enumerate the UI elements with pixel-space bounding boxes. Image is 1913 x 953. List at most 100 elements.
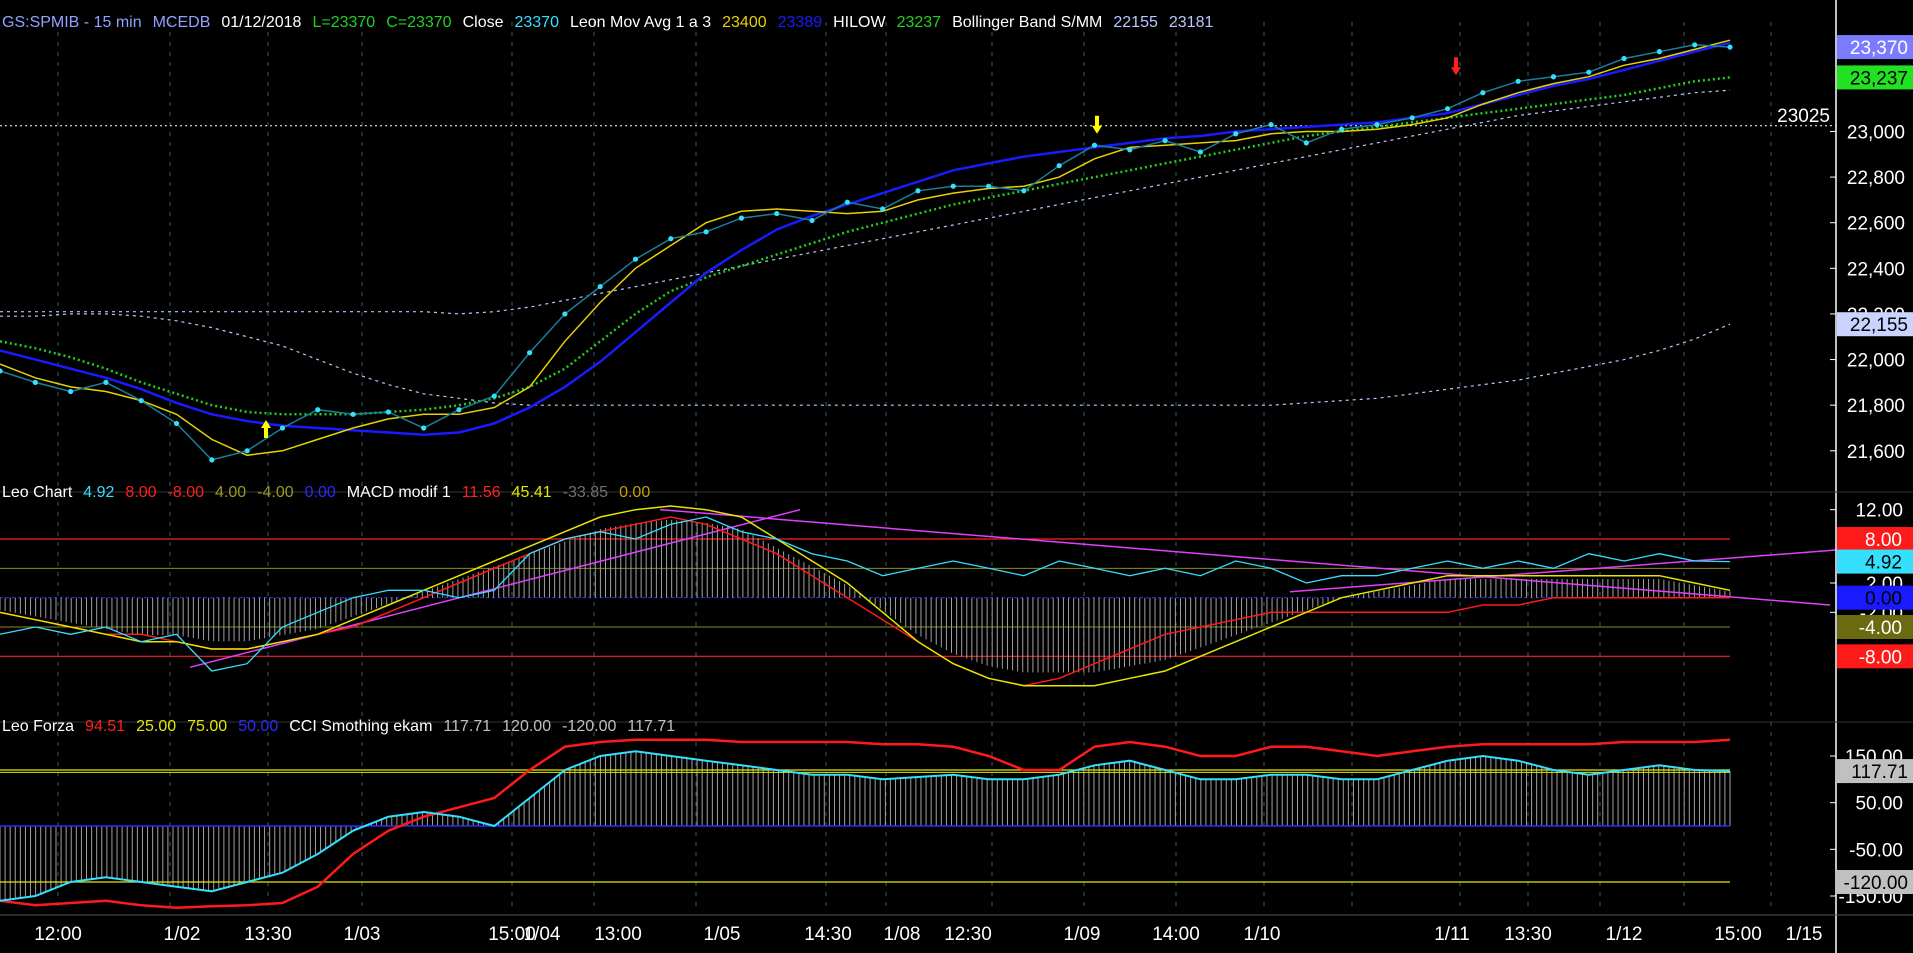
price-value-tag	[1837, 35, 1913, 60]
macd-value-tag-label: -8.00	[1859, 647, 1902, 668]
close-point	[1409, 115, 1415, 121]
close-point	[1656, 49, 1662, 55]
cci-legend-item: 117.71	[443, 718, 491, 735]
close-point	[315, 407, 321, 413]
cci-legend-item: CCI Smothing ekam	[289, 718, 432, 735]
close-point	[244, 448, 250, 454]
close-point	[350, 411, 356, 417]
cci-value-tag	[1837, 870, 1913, 894]
price-panel	[0, 39, 1836, 463]
macd-legend-item: -33.85	[563, 484, 608, 501]
close-point	[1339, 126, 1345, 132]
close-point	[1197, 149, 1204, 155]
trendline	[659, 508, 1831, 606]
macd-legend-item: -4.00	[257, 484, 294, 501]
macd-legend-item: MACD modif 1	[347, 484, 451, 501]
macd-legend-item: 4.92	[83, 484, 114, 501]
trendline	[189, 508, 801, 669]
x-axis-label: 1/02	[164, 924, 201, 945]
price-tick-label: 21,800	[1847, 396, 1905, 417]
close-point	[1621, 55, 1627, 62]
macd-panel	[0, 505, 1837, 687]
close-point	[668, 236, 674, 242]
close-point	[1091, 142, 1098, 148]
x-axis: 12:00 1/02 13:30 1/03 15:001/04 13:00 1/05 14:3…	[34, 924, 1822, 945]
close-point	[597, 283, 603, 290]
close-point	[173, 420, 180, 427]
close-point	[279, 425, 286, 431]
price-legend-item: 23237	[897, 14, 942, 31]
close-point	[1303, 140, 1309, 146]
macd-value-tag-label: 4.92	[1865, 553, 1902, 574]
close-point	[880, 206, 886, 212]
close-point	[421, 425, 427, 431]
macd-legend-item: 11.56	[462, 484, 501, 501]
close-point	[774, 210, 780, 217]
price-legend-item: 22155	[1113, 14, 1158, 31]
x-axis-label: 1/04	[524, 924, 561, 945]
bollinger-lower-line	[0, 313, 1731, 406]
x-axis-label: 1/05	[704, 924, 741, 945]
close-point	[844, 199, 850, 205]
close-point	[985, 183, 992, 189]
price-legend-item: Close	[463, 14, 504, 31]
close-point	[1692, 42, 1698, 48]
chart-legends: GS:SPMIB - 15 min MCEDB 01/12/2018 L=23370 C…	[2, 14, 1213, 735]
sell-signal-arrow-icon	[1451, 57, 1461, 76]
close-point	[103, 379, 109, 385]
macd-value-tag-label: -4.00	[1859, 618, 1902, 639]
macd-value-tag-label: 0.00	[1865, 589, 1902, 610]
close-point	[209, 457, 215, 463]
price-value-tag-label: 23,237	[1850, 68, 1908, 89]
macd-value-tag	[1837, 615, 1913, 639]
close-point	[703, 229, 709, 235]
leo-forza-line	[0, 738, 1731, 909]
price-legend-item: 01/12/2018	[221, 14, 301, 31]
macd-value-tag	[1837, 549, 1913, 574]
price-legend-item: 23400	[722, 14, 767, 31]
close-point	[526, 350, 533, 356]
price-tick-label: 23,000	[1847, 122, 1905, 143]
price-legend-item: C=23370	[386, 14, 451, 31]
macd-legend-item: 45.41	[512, 484, 552, 501]
price-legend-item: 23389	[778, 14, 823, 31]
macd-tick-label: 12.00	[1855, 501, 1903, 522]
reference-level-label: 23025	[1777, 106, 1830, 127]
x-axis-label: 1/11	[1434, 924, 1470, 945]
macd-value-tag	[1837, 644, 1913, 669]
price-legend-item: 23370	[514, 14, 559, 31]
x-axis-label: 14:30	[804, 924, 852, 945]
cci-legend-item: 75.00	[187, 718, 227, 735]
x-axis-label: 12:30	[944, 924, 992, 945]
close-point	[138, 398, 144, 404]
x-axis-label: 13:30	[1504, 924, 1552, 945]
close-point	[738, 215, 745, 221]
close-point	[0, 368, 3, 374]
x-axis-label: 1/10	[1244, 924, 1281, 945]
x-axis-label: 14:00	[1152, 924, 1200, 945]
x-axis-label: 15:00	[1714, 924, 1762, 945]
price-legend-item: L=23370	[312, 14, 375, 31]
cci-value-tag	[1837, 759, 1913, 784]
macd-value-tag-label: 8.00	[1865, 530, 1902, 551]
price-tick-label: 21,600	[1847, 442, 1905, 463]
cci-panel	[0, 738, 1731, 909]
close-point	[1056, 163, 1062, 169]
cci-legend-item: 117.71	[627, 718, 675, 735]
x-axis-label: 13:30	[244, 924, 292, 945]
cci-smoothing-line	[0, 750, 1731, 902]
price-legend-item: GS:SPMIB - 15 min	[2, 14, 142, 31]
close-point	[915, 188, 921, 194]
x-axis-label: 12:00	[34, 924, 82, 945]
price-value-tag	[1837, 65, 1913, 90]
close-point	[632, 256, 639, 262]
close-point	[1515, 78, 1521, 84]
price-value-tag-label: 23,370	[1850, 38, 1908, 59]
cci-legend-item: 94.51	[85, 718, 125, 735]
close-point	[1480, 90, 1486, 96]
x-axis-label: 1/12	[1606, 924, 1643, 945]
close-point	[1268, 122, 1274, 128]
close-point	[950, 183, 956, 189]
price-tick-label: 22,000	[1847, 351, 1905, 372]
